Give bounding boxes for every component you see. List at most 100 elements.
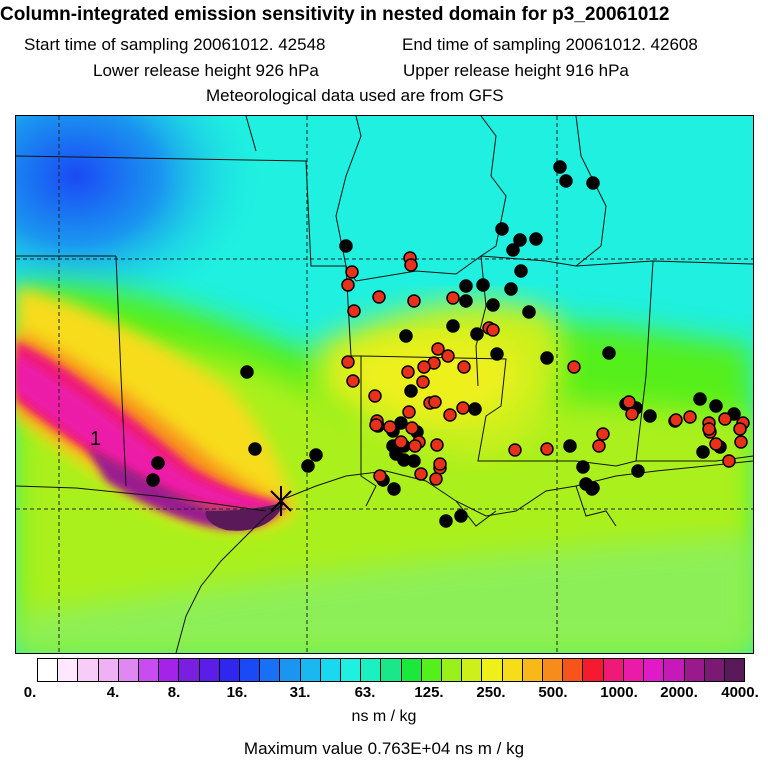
colorbar-cell xyxy=(58,659,79,681)
map-svg: 1 xyxy=(16,116,753,653)
site-dot-black xyxy=(693,392,707,406)
colorbar-cell xyxy=(260,659,281,681)
site-dot-black xyxy=(446,319,460,333)
site-dot-red xyxy=(567,360,581,374)
site-dot-red xyxy=(709,437,723,451)
colorbar-cell xyxy=(543,659,564,681)
site-dot-black xyxy=(696,445,710,459)
colorbar-cell xyxy=(724,659,745,681)
colorbar-tick-label: 4. xyxy=(106,684,120,701)
colorbar-cell xyxy=(421,659,443,681)
site-dot-red xyxy=(592,439,606,453)
site-dot-black xyxy=(513,233,527,247)
colorbar-cell xyxy=(462,659,483,681)
site-dot-black xyxy=(563,439,577,453)
site-dot-black xyxy=(468,402,482,416)
site-dot-black xyxy=(602,346,616,360)
colorbar-cell xyxy=(38,659,59,681)
colorbar xyxy=(37,658,745,682)
colorbar-cell xyxy=(280,659,301,681)
colorbar-cell xyxy=(98,659,119,681)
site-dot-red xyxy=(408,439,422,453)
site-dot-red xyxy=(402,405,416,419)
units-label: ns m / kg xyxy=(351,708,417,725)
plume-pink xyxy=(16,341,286,511)
site-dot-black xyxy=(399,329,413,343)
site-dot-black xyxy=(459,294,473,308)
site-dot-red xyxy=(540,442,554,456)
colorbar-cell xyxy=(320,659,342,681)
colorbar-cell xyxy=(179,659,200,681)
colorbar-tick-label: 250. xyxy=(476,684,506,701)
max-value-label: Maximum value 0.763E+04 ns m / kg xyxy=(243,739,525,758)
colorbar-cell xyxy=(361,659,382,681)
colorbar-tick-label: 125. xyxy=(414,684,444,701)
colorbar-cell xyxy=(603,659,624,681)
colorbar-cell xyxy=(78,659,99,681)
site-dot-red xyxy=(347,304,361,318)
site-dot-red xyxy=(683,410,697,424)
colorbar-cell xyxy=(522,659,544,681)
plume-outer xyxy=(16,286,296,531)
site-dot-black xyxy=(404,384,418,398)
site-dot-red xyxy=(456,401,470,415)
site-dot-red xyxy=(722,454,736,468)
site-dot-black xyxy=(486,298,500,312)
colorbar-cell xyxy=(664,659,685,681)
colorbar-cell xyxy=(118,659,140,681)
colorbar-cell xyxy=(644,659,665,681)
site-dot-black xyxy=(643,409,657,423)
site-dot-black xyxy=(529,232,543,246)
site-dot-black xyxy=(540,351,554,365)
low-sensitivity-area xyxy=(16,116,266,326)
plume-orange xyxy=(16,331,291,519)
site-dot-black xyxy=(522,305,536,319)
site-dot-black xyxy=(151,456,165,470)
colorbar-tick-label: 2000. xyxy=(660,684,698,701)
site-dot-red xyxy=(404,258,418,272)
site-dot-red xyxy=(345,265,359,279)
colorbar-cell xyxy=(583,659,604,681)
colorbar-cell xyxy=(300,659,321,681)
site-dot-red xyxy=(383,420,397,434)
emission-sensitivity-map: 1 xyxy=(15,115,754,654)
site-dot-black xyxy=(576,460,590,474)
upper-release-label: Upper release height 916 hPa xyxy=(403,61,629,80)
colorbar-cell xyxy=(401,659,422,681)
site-dot-red xyxy=(372,290,386,304)
observation-sites xyxy=(146,160,750,528)
site-dot-red xyxy=(733,422,747,436)
colorbar-tick-label: 4000. xyxy=(721,684,759,701)
release-point-marker xyxy=(270,486,292,516)
colorbar-tick-label: 1000. xyxy=(600,684,638,701)
site-dot-black xyxy=(504,282,518,296)
site-dot-red xyxy=(446,291,460,305)
plot-title: Column-integrated emission sensitivity i… xyxy=(0,4,670,25)
colorbar-cell xyxy=(482,659,503,681)
site-dot-black xyxy=(470,327,484,341)
site-dot-black xyxy=(631,464,645,478)
site-dot-red xyxy=(407,294,421,308)
teal-band xyxy=(16,536,753,653)
site-dot-red xyxy=(341,355,355,369)
colorbar-tick-label: 500. xyxy=(538,684,568,701)
site-dot-red xyxy=(433,457,447,471)
site-dot-black xyxy=(506,243,520,257)
colorbar-tick-label: 8. xyxy=(167,684,181,701)
site-dot-black xyxy=(439,514,453,528)
lower-release-label: Lower release height 926 hPa xyxy=(93,61,319,80)
site-dot-red xyxy=(625,407,639,421)
site-dot-black xyxy=(339,239,353,253)
site-dot-red xyxy=(596,427,610,441)
site-dot-black xyxy=(553,160,567,174)
site-dot-red xyxy=(718,412,732,426)
site-dot-red xyxy=(508,443,522,457)
site-dot-red xyxy=(486,323,500,337)
colorbar-tick-label: 16. xyxy=(226,684,248,701)
site-dot-red xyxy=(669,413,683,427)
site-dot-red xyxy=(405,421,419,435)
site-dot-black xyxy=(309,448,323,462)
site-dot-red xyxy=(734,435,748,449)
colorbar-tick-label: 63. xyxy=(354,684,376,701)
site-dot-black xyxy=(490,347,504,361)
